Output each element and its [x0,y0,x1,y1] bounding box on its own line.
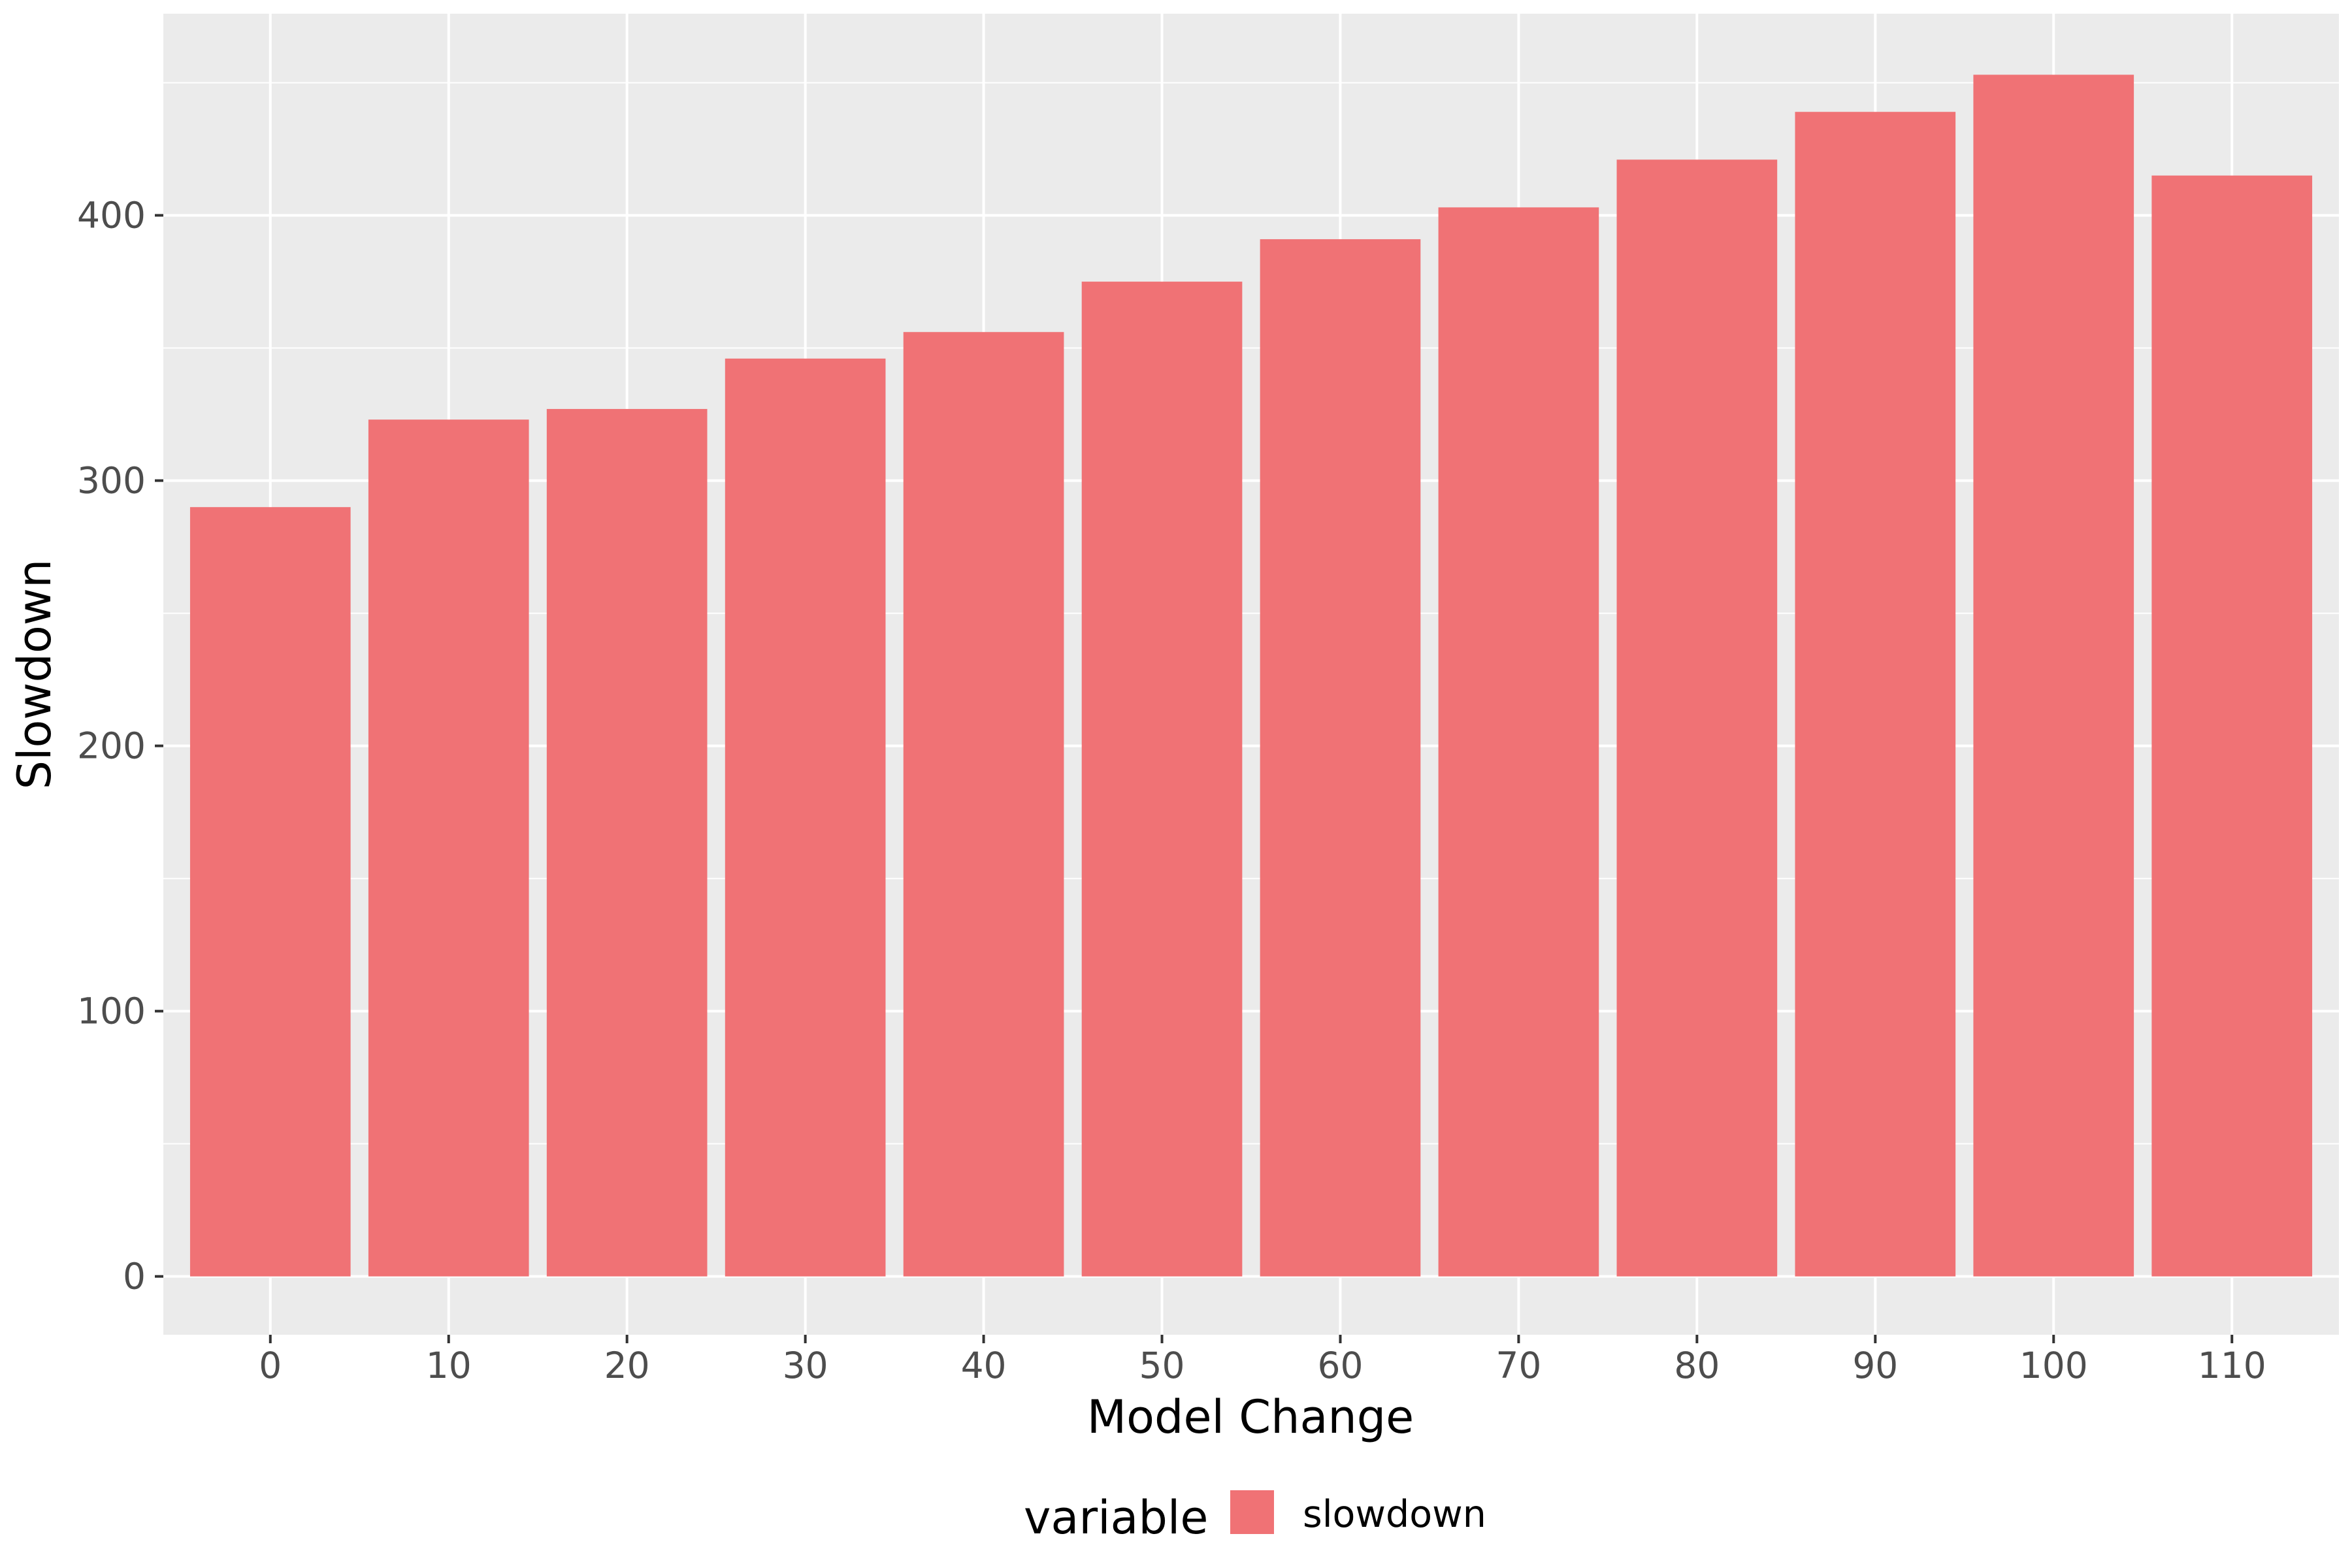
bar-80 [1616,159,1778,1277]
x-axis: 0 10 20 30 40 50 60 70 80 90 100 110 [259,1335,2266,1386]
bar-40 [903,332,1064,1277]
bar-20 [546,408,708,1277]
x-tick-label-10: 10 [426,1345,472,1386]
bar-50 [1081,282,1243,1277]
bar-90 [1795,112,1956,1277]
legend-label-slowdown: slowdown [1303,1493,1486,1536]
x-tick-label-100: 100 [2019,1345,2088,1386]
y-tick-label-300: 300 [77,460,146,502]
x-tick-label-50: 50 [1139,1345,1185,1386]
y-tick-label-400: 400 [77,195,146,237]
bar-70 [1438,207,1599,1277]
x-tick-label-110: 110 [2198,1345,2266,1386]
bar-110 [2151,175,2313,1277]
bar-30 [725,358,886,1277]
y-tick-label-0: 0 [123,1256,146,1298]
bar-10 [368,419,529,1277]
x-tick-label-70: 70 [1495,1345,1541,1386]
x-tick-label-20: 20 [604,1345,650,1386]
legend-key-slowdown [1230,1490,1274,1534]
x-tick-label-0: 0 [259,1345,282,1386]
x-tick-label-60: 60 [1317,1345,1363,1386]
x-axis-title: Model Change [1087,1390,1414,1444]
bar-100 [1973,74,2134,1277]
x-tick-label-30: 30 [783,1345,828,1386]
x-tick-label-90: 90 [1852,1345,1898,1386]
x-tick-label-40: 40 [961,1345,1007,1386]
legend-title: variable [1024,1491,1208,1544]
bar-60 [1260,239,1421,1277]
legend: variable slowdown [1024,1490,1486,1544]
y-axis: 0 100 200 300 400 [77,195,163,1298]
x-tick-label-80: 80 [1674,1345,1720,1386]
bar-0 [189,507,351,1277]
bars [189,74,2313,1277]
y-tick-label-200: 200 [77,725,146,767]
y-axis-title: Slowdown [8,559,61,790]
y-tick-label-100: 100 [77,990,146,1032]
